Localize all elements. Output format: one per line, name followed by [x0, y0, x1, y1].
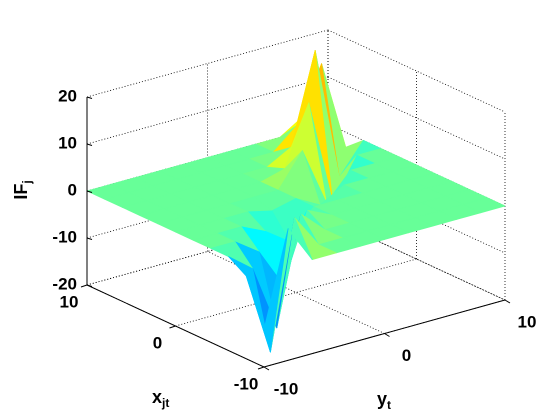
- z-label-main: IF: [11, 184, 31, 200]
- tick-mark: [86, 96, 93, 99]
- x-axis-label: xjt: [152, 387, 169, 410]
- y-tick-label: 10: [518, 312, 537, 331]
- tick-mark: [257, 366, 265, 370]
- grid-line: [327, 29, 506, 113]
- x-label-main: x: [152, 387, 162, 407]
- grid-line: [327, 217, 506, 301]
- z-tick-label: 10: [58, 133, 77, 152]
- z-tick-label: 0: [68, 180, 77, 199]
- y-label-sub: t: [387, 398, 391, 412]
- tick-mark: [169, 325, 176, 329]
- y-tick-label: -10: [274, 379, 299, 398]
- z-label-sub: j: [20, 180, 34, 184]
- grid-line: [327, 170, 506, 254]
- mesh-cell: [245, 228, 289, 353]
- tick-mark: [86, 143, 93, 146]
- x-tick-label: -10: [234, 374, 259, 393]
- y-axis-label: yt: [377, 389, 391, 412]
- tick-mark: [86, 190, 93, 193]
- grid-line: [327, 76, 506, 160]
- tick-mark: [80, 284, 88, 288]
- z-axis-label: IFj: [11, 180, 34, 199]
- y-tick-label: 0: [402, 346, 411, 365]
- tick-mark: [504, 299, 511, 304]
- z-tick-label: -10: [52, 227, 77, 246]
- x-tick-label: 10: [60, 292, 79, 311]
- y-label-main: y: [377, 389, 387, 409]
- surface: [86, 50, 506, 353]
- tick-mark: [263, 366, 270, 371]
- tick-mark: [86, 284, 93, 287]
- axes: -20 -10 0 10 20 -10 0 10 -10 0 10: [52, 86, 536, 398]
- tick-mark: [86, 237, 93, 240]
- tick-mark: [384, 333, 390, 337]
- z-tick-label: 20: [58, 86, 77, 105]
- x-label-sub: jt: [161, 396, 169, 410]
- x-tick-label: 0: [153, 333, 162, 352]
- z-tick-label: -20: [52, 274, 77, 293]
